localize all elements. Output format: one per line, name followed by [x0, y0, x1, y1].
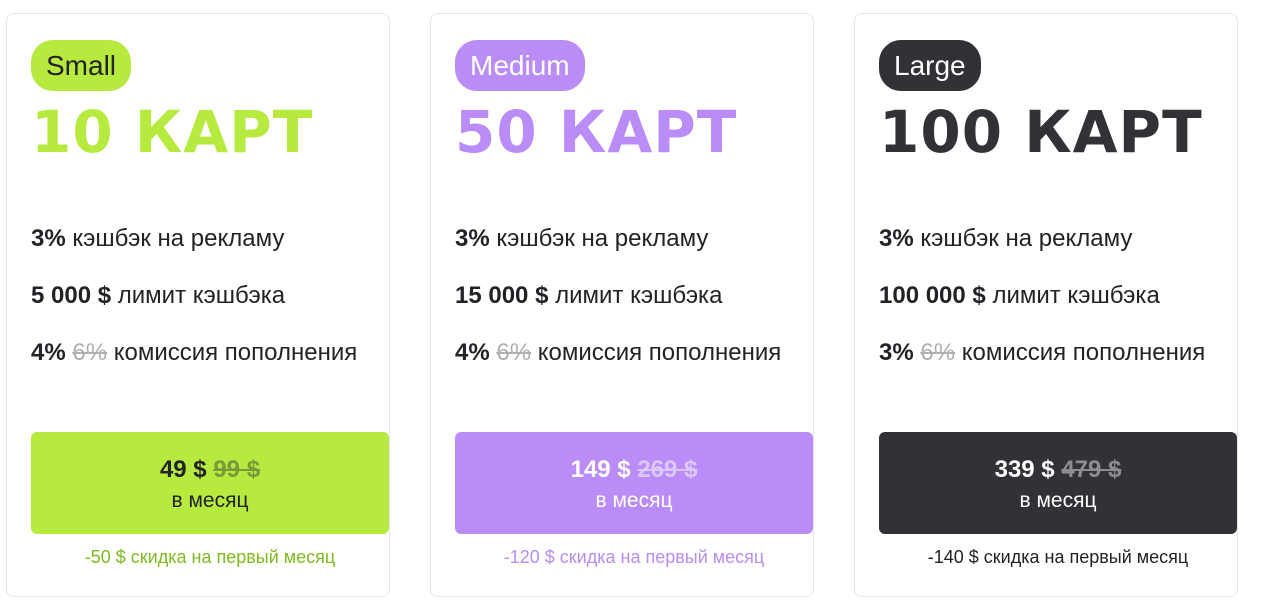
feature-cashback: 3% кэшбэк на рекламу	[31, 219, 357, 276]
feature-value: 3%	[455, 225, 490, 252]
discount-note: -50 $ скидка на первый месяц	[84, 547, 336, 567]
plan-card-large: Large 100 КАРТ 3% кэшбэк на рекламу 100 …	[854, 13, 1238, 597]
feature-list: 3% кэшбэк на рекламу 15 000 $ лимит кэшб…	[455, 219, 781, 390]
feature-topup-fee: 4% 6% комиссия пополнения	[455, 333, 781, 390]
feature-cashback-limit: 15 000 $ лимит кэшбэка	[455, 276, 781, 333]
feature-list: 3% кэшбэк на рекламу 100 000 $ лимит кэш…	[879, 219, 1205, 390]
feature-value: 3%	[31, 225, 66, 252]
price-line: 339 $ 479 $	[879, 454, 1237, 486]
price-period: в месяц	[1019, 489, 1097, 512]
feature-text: лимит кэшбэка	[111, 282, 286, 309]
feature-text: комиссия пополнения	[107, 339, 358, 366]
price-line: 49 $ 99 $	[31, 454, 389, 486]
feature-list: 3% кэшбэк на рекламу 5 000 $ лимит кэшбэ…	[31, 219, 357, 390]
feature-cashback-limit: 100 000 $ лимит кэшбэка	[879, 276, 1205, 333]
feature-value: 4%	[31, 339, 66, 366]
feature-value: 100 000 $	[879, 282, 986, 309]
feature-text: кэшбэк на рекламу	[489, 225, 709, 252]
feature-value: 5 000 $	[31, 282, 112, 309]
plan-title-large: 100 КАРТ	[879, 98, 1203, 166]
plan-card-small: Small 10 КАРТ 3% кэшбэк на рекламу 5 000…	[6, 13, 390, 597]
price-period: в месяц	[595, 489, 673, 512]
discount-note: -120 $ скидка на первый месяц	[503, 547, 765, 567]
feature-text: кэшбэк на рекламу	[65, 225, 285, 252]
feature-value: 3%	[879, 225, 914, 252]
price-old: 479 $	[1061, 456, 1122, 483]
feature-cashback-limit: 5 000 $ лимит кэшбэка	[31, 276, 357, 333]
subscribe-button-medium[interactable]: 149 $ 269 $ в месяц	[455, 432, 813, 534]
feature-text: лимит кэшбэка	[548, 282, 723, 309]
subscribe-button-large[interactable]: 339 $ 479 $ в месяц	[879, 432, 1237, 534]
feature-text: лимит кэшбэка	[985, 282, 1160, 309]
price-old: 269 $	[637, 456, 698, 483]
feature-text: комиссия пополнения	[955, 339, 1206, 366]
feature-old-value: 6%	[920, 339, 956, 366]
price-old: 99 $	[213, 456, 261, 483]
plan-title-medium: 50 КАРТ	[455, 98, 738, 166]
feature-text: кэшбэк на рекламу	[913, 225, 1133, 252]
price-current: 339 $	[994, 456, 1055, 483]
feature-cashback: 3% кэшбэк на рекламу	[455, 219, 781, 276]
plan-badge-large: Large	[879, 40, 981, 91]
plan-badge-small: Small	[31, 40, 132, 91]
feature-topup-fee: 3% 6% комиссия пополнения	[879, 333, 1205, 390]
feature-value: 3%	[879, 339, 914, 366]
plan-badge-medium: Medium	[455, 40, 585, 91]
feature-value: 4%	[455, 339, 490, 366]
price-period: в месяц	[171, 489, 249, 512]
feature-old-value: 6%	[496, 339, 532, 366]
feature-topup-fee: 4% 6% комиссия пополнения	[31, 333, 357, 390]
subscribe-button-small[interactable]: 49 $ 99 $ в месяц	[31, 432, 389, 534]
feature-old-value: 6%	[72, 339, 108, 366]
feature-value: 15 000 $	[455, 282, 549, 309]
price-line: 149 $ 269 $	[455, 454, 813, 486]
price-current: 49 $	[159, 456, 207, 483]
feature-text: комиссия пополнения	[531, 339, 782, 366]
feature-cashback: 3% кэшбэк на рекламу	[879, 219, 1205, 276]
price-current: 149 $	[570, 456, 631, 483]
discount-note: -140 $ скидка на первый месяц	[927, 547, 1189, 567]
plan-title-small: 10 КАРТ	[31, 98, 314, 166]
plan-card-medium: Medium 50 КАРТ 3% кэшбэк на рекламу 15 0…	[430, 13, 814, 597]
